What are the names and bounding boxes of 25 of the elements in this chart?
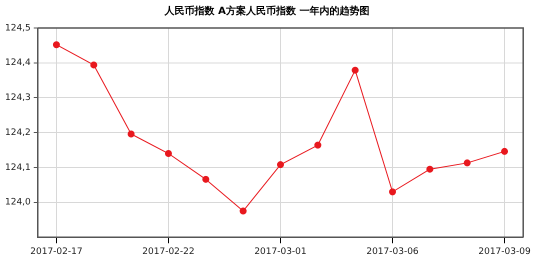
y-tick-label: 124,5 — [5, 23, 31, 34]
y-tick-label: 124,0 — [5, 198, 32, 208]
point — [52, 41, 60, 48]
point — [128, 130, 135, 138]
point — [314, 142, 322, 149]
x-tick-label: 2017-03-09 — [478, 246, 531, 257]
y-tick-label: 124,4 — [5, 58, 32, 68]
point — [202, 176, 210, 183]
x-tick-label: 2017-03-01 — [254, 246, 307, 257]
y-tick-label: 124,1 — [5, 162, 31, 173]
point — [426, 166, 434, 173]
x-tick-label: 2017-02-17 — [30, 246, 83, 257]
point — [352, 66, 359, 74]
point — [501, 148, 508, 155]
chart-title: 人民币指数 A方案人民币指数 一年内的趋势图 — [163, 4, 370, 18]
point — [164, 150, 172, 158]
point — [276, 161, 284, 168]
point — [90, 61, 98, 68]
x-tick-label: 2017-03-06 — [366, 246, 419, 257]
point — [464, 159, 471, 166]
x-tick-label: 2017-02-22 — [142, 246, 195, 257]
point — [240, 208, 247, 215]
y-tick-label: 124,3 — [5, 93, 31, 104]
point — [389, 188, 396, 196]
y-tick-label: 124,2 — [5, 128, 31, 138]
